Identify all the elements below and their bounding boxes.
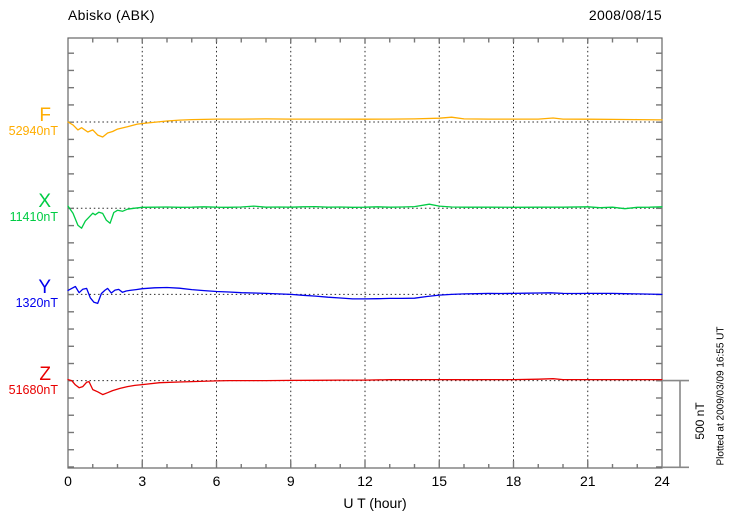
x-axis-title: U T (hour) xyxy=(343,495,407,511)
x-tick-label-18: 18 xyxy=(505,473,522,489)
series-letter-Z: Z xyxy=(39,363,51,385)
trace-Y xyxy=(67,285,663,305)
x-tick-label-3: 3 xyxy=(138,473,147,489)
date-label: 2008/08/15 xyxy=(588,7,662,23)
trace-Z xyxy=(67,378,663,396)
x-tick-label-0: 0 xyxy=(64,473,72,489)
plotted-at-note: Plotted at 2009/03/09 16:55 UT xyxy=(715,326,727,466)
trace-F xyxy=(67,116,663,138)
x-tick-label-12: 12 xyxy=(357,473,373,489)
station-title: Abisko (ABK) xyxy=(68,7,155,23)
series-letter-Y: Y xyxy=(38,277,51,299)
trace-X xyxy=(67,203,663,229)
x-tick-label-24: 24 xyxy=(654,473,670,489)
series-baseline-value-Z: 51680nT xyxy=(8,382,58,397)
x-tick-label-9: 9 xyxy=(286,473,295,489)
x-tick-label-21: 21 xyxy=(579,473,596,489)
series-letter-X: X xyxy=(38,191,51,213)
scale-bar-label: 500 nT xyxy=(693,402,707,440)
series-letter-F: F xyxy=(39,105,51,126)
series-baseline-value-F: 52940nT xyxy=(8,124,58,138)
x-tick-label-15: 15 xyxy=(431,473,448,489)
x-tick-label-6: 6 xyxy=(212,473,221,489)
series-baseline-value-Y: 1320nT xyxy=(15,296,58,311)
series-baseline-value-X: 11410nT xyxy=(9,210,58,225)
